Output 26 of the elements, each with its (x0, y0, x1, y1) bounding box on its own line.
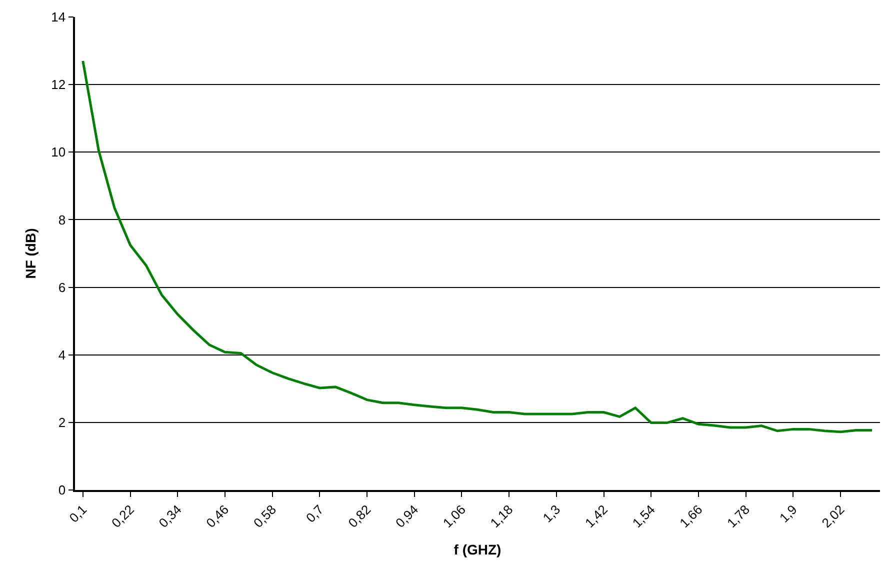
y-axis-title: NF (dB) (22, 228, 38, 279)
x-tick-label: 1,18 (487, 502, 516, 530)
x-tick-label: 1,42 (582, 502, 610, 530)
y-tick-label: 4 (58, 347, 66, 362)
x-tick-label: 0,58 (250, 502, 280, 530)
x-tick-label: 1,78 (724, 502, 753, 530)
line-series (82, 60, 874, 434)
x-tick-label: 1,06 (440, 502, 468, 530)
y-tick-label: 0 (58, 482, 66, 498)
x-tick-label: 1,3 (540, 502, 564, 526)
y-tick-label: 12 (51, 77, 66, 92)
y-tick-label: 10 (51, 144, 66, 160)
x-tick-label: 0,46 (203, 502, 232, 530)
x-tick-label: 0,7 (302, 502, 326, 526)
x-tick-label: 0,34 (156, 502, 184, 530)
x-tick-label: 0,82 (345, 502, 374, 530)
y-tick-label: 6 (58, 280, 66, 295)
y-tick-label: 2 (58, 414, 66, 430)
y-tick-label: 14 (51, 10, 66, 25)
y-tick-label: 8 (58, 212, 66, 228)
x-tick-label: 1,66 (676, 502, 706, 530)
x-tick-label: 0,22 (108, 502, 137, 530)
x-axis-title: f (GHZ) (454, 541, 502, 558)
x-tick-label: 0,94 (392, 502, 422, 530)
x-tick-label: 0,1 (66, 502, 90, 526)
x-tick-label: 1,9 (776, 502, 800, 526)
